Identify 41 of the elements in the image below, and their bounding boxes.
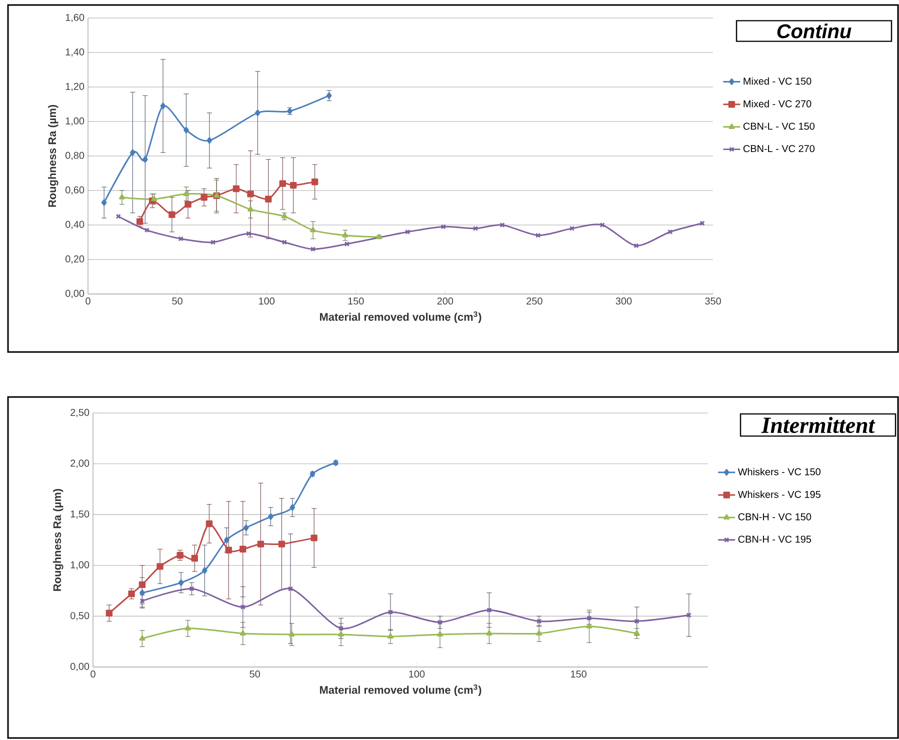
y-tick-label: 1,00 (70, 561, 90, 570)
x-tick-label: 300 (616, 298, 632, 305)
x-tick-label: 100 (259, 298, 275, 305)
y-tick-label: 1,00 (66, 117, 84, 126)
y-tick-label: 0,00 (70, 662, 90, 672)
y-tick-label: 1,20 (66, 82, 84, 92)
x-axis-title: Material removed volume (cm$^{3}$) (320, 311, 482, 323)
x-tick-label: 350 (705, 298, 721, 305)
x-tick-label: 0 (90, 670, 96, 678)
x-tick-label: 0 (86, 298, 90, 305)
y-axis-title: Roughness Ra (µm) (53, 488, 64, 591)
legend-label: Mixed - VC 150 (744, 77, 812, 85)
legend-label: Whiskers - VC 150 (738, 468, 820, 476)
legend-label: Whiskers - VC 195 (738, 490, 820, 498)
y-tick-label: 2,50 (70, 408, 90, 418)
y-tick-label: 0,40 (65, 220, 84, 230)
x-axis-title: Material removed volume (cm$^{3}$) (320, 684, 482, 696)
y-axis-title: Roughness Ra (µm) (48, 104, 58, 207)
y-tick-label: 1,60 (66, 14, 84, 22)
x-tick-label: 150 (348, 298, 364, 305)
x-tick-label: 250 (526, 298, 542, 305)
x-tick-label: 100 (409, 670, 425, 678)
legend-label: Mixed - VC 270 (744, 100, 812, 108)
y-tick-label: 0,60 (65, 186, 84, 195)
legend-label: CBN-H - VC 150 (738, 513, 812, 520)
legend-label: CBN-L - VC 150 (743, 122, 815, 130)
legend-label: CBN-H - VC 195 (738, 536, 812, 543)
y-tick-label: 0,80 (65, 152, 84, 160)
x-tick-label: 200 (437, 298, 454, 305)
y-tick-label: 0,50 (70, 612, 90, 620)
legend-label: CBN-L - VC 270 (743, 145, 815, 152)
y-tick-label: 1,40 (66, 48, 84, 57)
y-tick-label: 0,00 (65, 290, 84, 298)
x-tick-label: 50 (250, 670, 260, 678)
x-tick-label: 50 (172, 298, 182, 305)
x-tick-label: 150 (570, 670, 586, 678)
text: Intermittent (761, 416, 876, 434)
y-tick-label: 0,20 (65, 255, 84, 264)
text: Continu (777, 24, 852, 38)
y-tick-label: 1,50 (70, 510, 90, 519)
y-tick-label: 2,00 (70, 460, 90, 468)
